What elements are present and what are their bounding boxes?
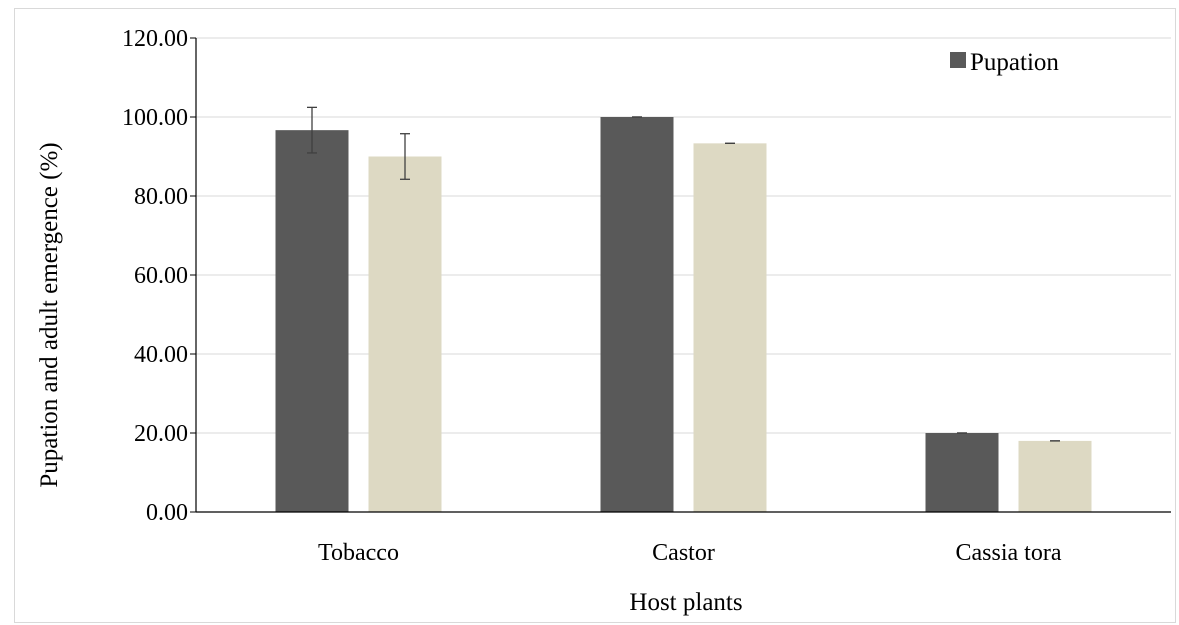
y-tick-label: 0.00 [146,500,188,526]
bar [693,143,767,512]
y-tick-label: 20.00 [134,421,188,447]
x-tick-label: Tobacco [318,540,399,566]
legend: Pupation [950,49,1059,76]
bar [600,117,674,512]
y-tick-labels: 0.00 20.00 40.00 60.00 80.00 100.00 120.00 [122,26,188,526]
bar [275,130,349,512]
y-tick-label: 80.00 [134,184,188,210]
y-tick-label: 60.00 [134,263,188,289]
x-tick-label: Castor [652,540,715,566]
bar [1018,440,1092,512]
x-axis-title: Host plants [629,589,742,616]
y-tick-label: 100.00 [122,105,188,131]
bar [368,156,442,512]
x-tick-labels: Tobacco Castor Cassia tora [318,540,1062,566]
legend-label-pupation: Pupation [970,49,1059,76]
error-bars [307,106,1060,442]
y-tick-label: 120.00 [122,26,188,52]
gridlines [196,37,1171,434]
y-axis-title: Pupation and adult emergence (%) [36,142,63,487]
y-tick-label: 40.00 [134,342,188,368]
bar [925,433,999,512]
legend-swatch-pupation [950,52,966,68]
x-tick-label: Cassia tora [956,540,1062,566]
chart-frame [14,8,1176,623]
bars [275,117,1092,512]
axes [190,37,1171,513]
